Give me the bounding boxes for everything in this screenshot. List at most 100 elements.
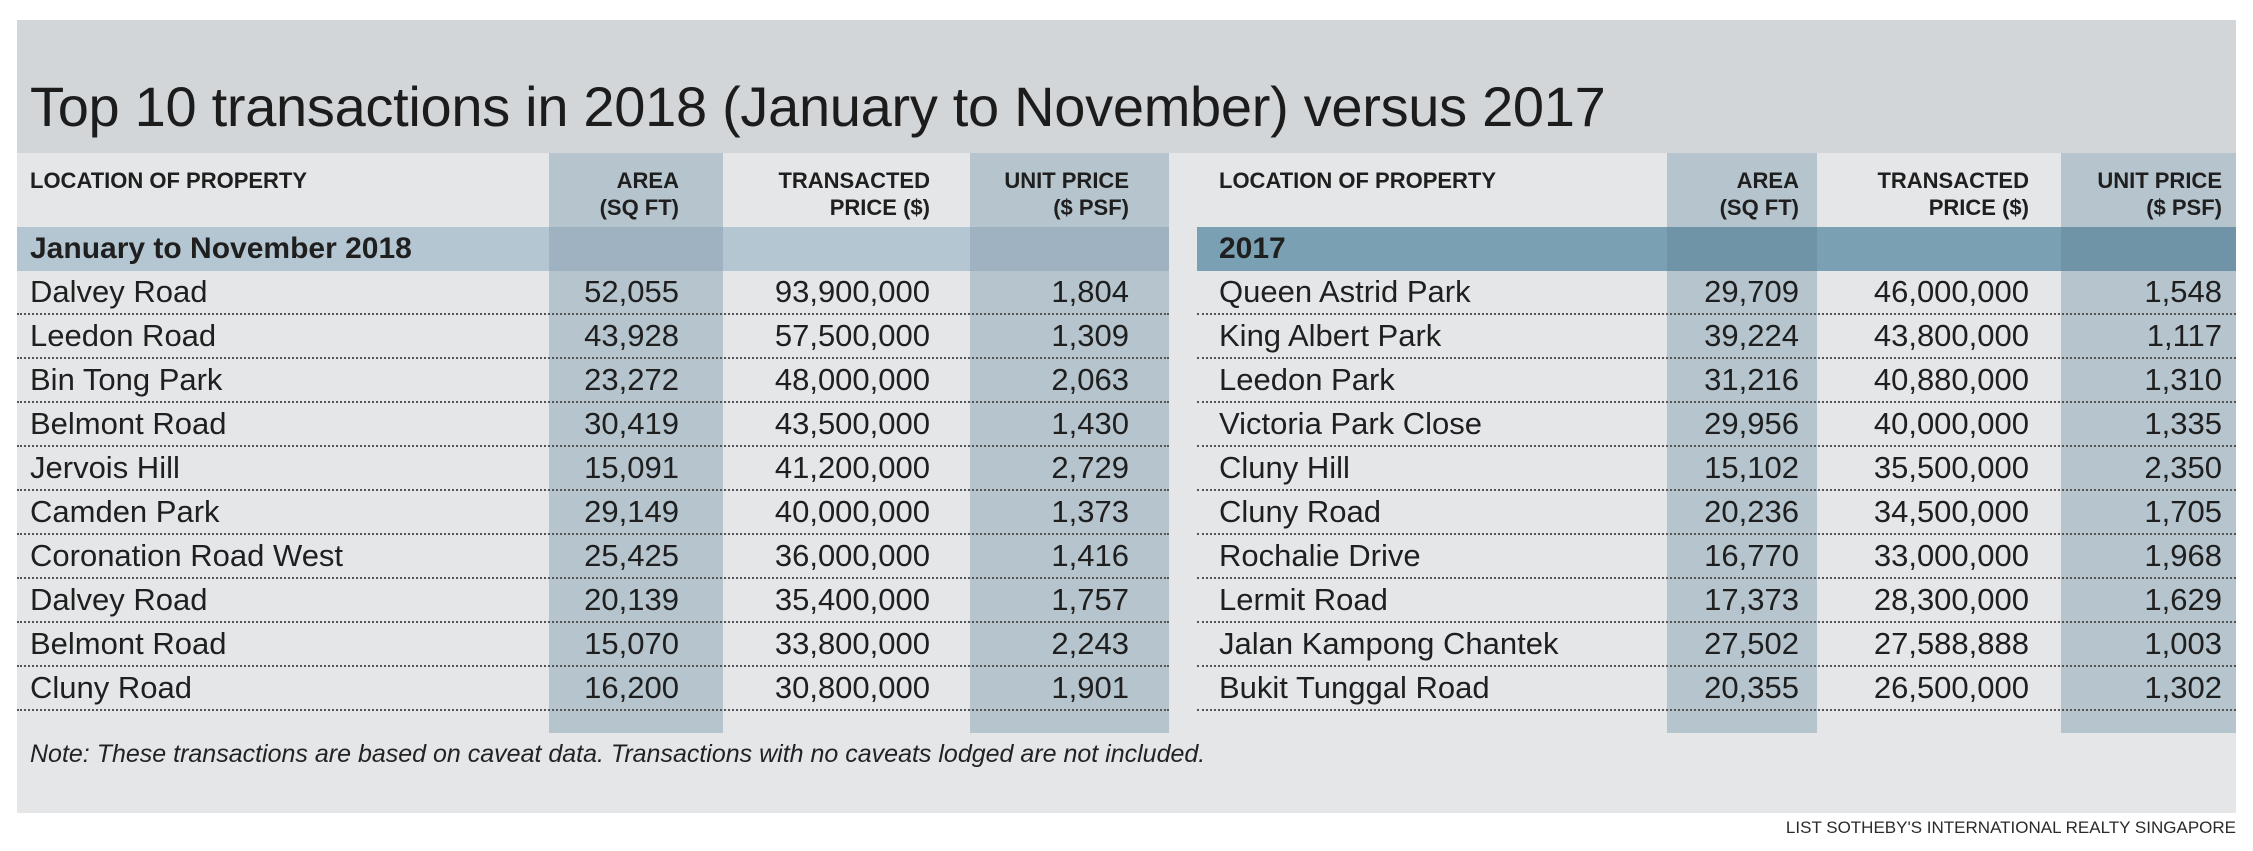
- area-cell: 30,419: [584, 406, 679, 441]
- psf-cell: 1,629: [2144, 582, 2222, 617]
- table-row: Dalvey Road 52,055 93,900,000 1,804: [17, 271, 1169, 315]
- page-title: Top 10 transactions in 2018 (January to …: [30, 75, 1606, 138]
- location-cell: Bin Tong Park: [30, 362, 223, 397]
- header-area: AREA (SQ FT): [1667, 167, 1817, 221]
- price-cell: 40,000,000: [774, 494, 930, 529]
- price-cell: 57,500,000: [774, 318, 930, 353]
- header-price-line1: TRANSACTED: [778, 168, 930, 193]
- section-label: 2017: [1219, 232, 1286, 265]
- section-background: [1197, 227, 2236, 271]
- table-row: Belmont Road 30,419 43,500,000 1,430: [17, 403, 1169, 447]
- section-background: [17, 227, 1169, 271]
- price-cell: 35,500,000: [1873, 450, 2029, 485]
- header-price: TRANSACTED PRICE ($): [723, 167, 970, 221]
- area-cell: 15,070: [584, 626, 679, 661]
- price-cell: 27,588,888: [1873, 626, 2029, 661]
- table-row: Cluny Hill 15,102 35,500,000 2,350: [1197, 447, 2236, 491]
- table-row: Leedon Park 31,216 40,880,000 1,310: [1197, 359, 2236, 403]
- header-price-line2: PRICE ($): [829, 195, 930, 220]
- location-cell: Cluny Hill: [1219, 450, 1350, 485]
- area-cell: 16,770: [1704, 538, 1799, 573]
- location-cell: Rochalie Drive: [1219, 538, 1421, 573]
- psf-cell: 2,729: [1051, 450, 1129, 485]
- area-cell: 20,236: [1704, 494, 1799, 529]
- header-unit-line1: UNIT PRICE: [1004, 168, 1129, 193]
- location-cell: Victoria Park Close: [1219, 406, 1483, 441]
- location-cell: Cluny Road: [1219, 494, 1381, 529]
- price-cell: 43,800,000: [1873, 318, 2029, 353]
- table-row: Dalvey Road 20,139 35,400,000 1,757: [17, 579, 1169, 623]
- header-price-line1: TRANSACTED: [1877, 168, 2029, 193]
- psf-cell: 1,373: [1051, 494, 1129, 529]
- footnote: Note: These transactions are based on ca…: [30, 740, 1206, 768]
- price-cell: 46,000,000: [1873, 274, 2029, 309]
- header-area: AREA (SQ FT): [549, 167, 723, 221]
- psf-cell: 1,416: [1051, 538, 1129, 573]
- location-cell: Leedon Park: [1219, 362, 1395, 397]
- table-row: Jervois Hill 15,091 41,200,000 2,729: [17, 447, 1169, 491]
- header-unit-price: UNIT PRICE ($ PSF): [970, 167, 1169, 221]
- table-row: Bukit Tunggal Road 20,355 26,500,000 1,3…: [1197, 667, 2236, 711]
- psf-cell: 1,430: [1051, 406, 1129, 441]
- price-cell: 36,000,000: [774, 538, 930, 573]
- area-cell: 15,102: [1704, 450, 1799, 485]
- psf-cell: 1,901: [1051, 670, 1129, 705]
- psf-cell: 2,063: [1051, 362, 1129, 397]
- section-shade: [1667, 227, 1817, 271]
- area-cell: 17,373: [1704, 582, 1799, 617]
- price-cell: 26,500,000: [1873, 670, 2029, 705]
- header-unit-line1: UNIT PRICE: [2097, 168, 2222, 193]
- psf-cell: 2,350: [2144, 450, 2222, 485]
- location-cell: Dalvey Road: [30, 582, 208, 617]
- price-cell: 33,000,000: [1873, 538, 2029, 573]
- price-cell: 28,300,000: [1873, 582, 2029, 617]
- location-cell: Lermit Road: [1219, 582, 1388, 617]
- table-row: Camden Park 29,149 40,000,000 1,373: [17, 491, 1169, 535]
- header-location: LOCATION OF PROPERTY: [30, 168, 308, 193]
- location-cell: Leedon Road: [30, 318, 217, 353]
- area-cell: 23,272: [584, 362, 679, 397]
- table-row: Belmont Road 15,070 33,800,000 2,243: [17, 623, 1169, 667]
- location-cell: Coronation Road West: [30, 538, 344, 573]
- psf-cell: 1,335: [2144, 406, 2222, 441]
- price-cell: 40,880,000: [1873, 362, 2029, 397]
- psf-cell: 1,310: [2144, 362, 2222, 397]
- psf-cell: 1,757: [1051, 582, 1129, 617]
- location-cell: Bukit Tunggal Road: [1219, 670, 1490, 705]
- price-cell: 41,200,000: [774, 450, 930, 485]
- price-cell: 40,000,000: [1873, 406, 2029, 441]
- header-location: LOCATION OF PROPERTY: [1219, 168, 1497, 193]
- location-cell: King Albert Park: [1219, 318, 1442, 353]
- area-cell: 25,425: [584, 538, 679, 573]
- header-area-line1: AREA: [1736, 168, 1799, 193]
- area-cell: 20,355: [1704, 670, 1799, 705]
- section-label: January to November 2018: [30, 232, 412, 265]
- psf-cell: 2,243: [1051, 626, 1129, 661]
- psf-cell: 1,968: [2144, 538, 2222, 573]
- area-cell: 39,224: [1704, 318, 1799, 353]
- location-cell: Cluny Road: [30, 670, 192, 705]
- table-row: Leedon Road 43,928 57,500,000 1,309: [17, 315, 1169, 359]
- table-row: Cluny Road 16,200 30,800,000 1,901: [17, 667, 1169, 711]
- location-cell: Queen Astrid Park: [1219, 274, 1471, 309]
- area-cell: 29,149: [584, 494, 679, 529]
- price-cell: 33,800,000: [774, 626, 930, 661]
- psf-cell: 1,548: [2144, 274, 2222, 309]
- location-cell: Jalan Kampong Chantek: [1219, 626, 1559, 661]
- header-unit-price: UNIT PRICE ($ PSF): [2061, 167, 2236, 221]
- location-cell: Dalvey Road: [30, 274, 208, 309]
- price-cell: 34,500,000: [1873, 494, 2029, 529]
- area-cell: 16,200: [584, 670, 679, 705]
- location-cell: Camden Park: [30, 494, 220, 529]
- header-row: LOCATION OF PROPERTY AREA (SQ FT) TRANSAC…: [17, 153, 1169, 227]
- table-row: Jalan Kampong Chantek 27,502 27,588,888 …: [1197, 623, 2236, 667]
- price-cell: 93,900,000: [774, 274, 930, 309]
- area-cell: 15,091: [584, 450, 679, 485]
- header-unit-line2: ($ PSF): [1053, 195, 1129, 220]
- section-shade: [2061, 227, 2236, 271]
- psf-cell: 1,804: [1051, 274, 1129, 309]
- psf-cell: 1,705: [2144, 494, 2222, 529]
- location-cell: Belmont Road: [30, 406, 227, 441]
- area-cell: 27,502: [1704, 626, 1799, 661]
- header-unit-line2: ($ PSF): [2146, 195, 2222, 220]
